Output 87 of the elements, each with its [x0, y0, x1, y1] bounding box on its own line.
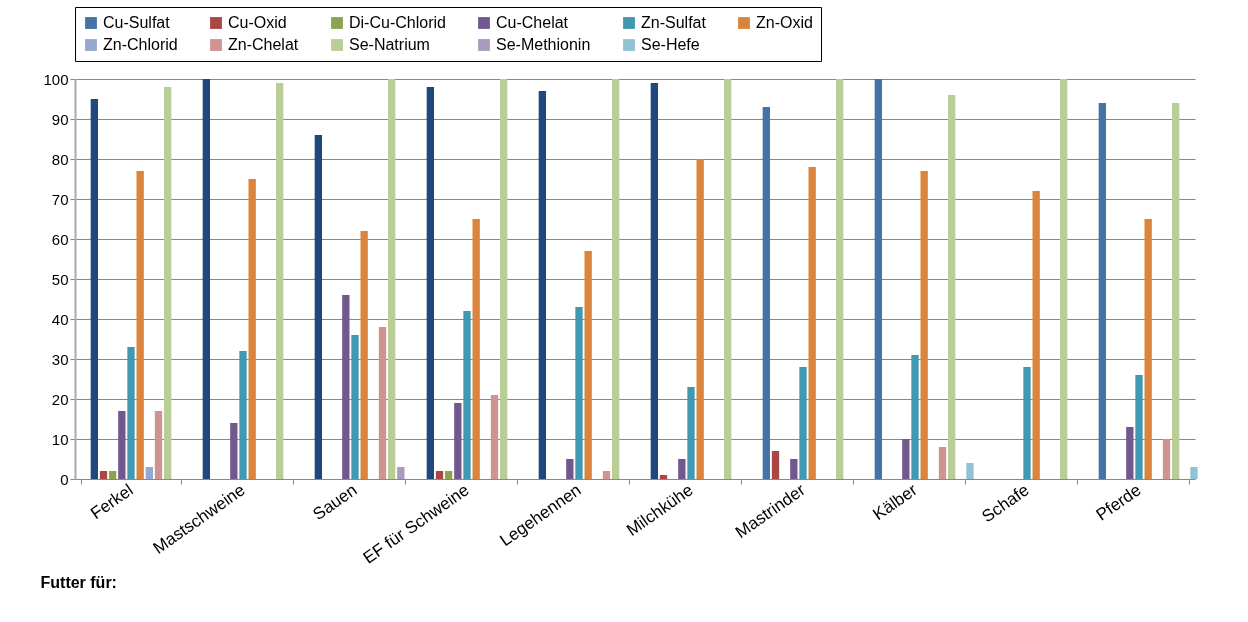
bar — [360, 231, 368, 479]
bar — [538, 91, 547, 479]
bar — [163, 87, 172, 479]
legend-label: Zn-Chelat — [228, 36, 299, 53]
y-tick-label: 60 — [51, 230, 69, 248]
bar — [678, 459, 686, 479]
bar — [314, 135, 323, 479]
legend-label: Cu-Chelat — [496, 14, 569, 31]
bar — [136, 171, 144, 479]
legend-label: Zn-Sulfat — [641, 14, 707, 31]
bar — [1144, 219, 1152, 479]
bar — [351, 335, 359, 479]
bar — [378, 327, 387, 479]
bar — [938, 447, 947, 479]
bar — [659, 475, 668, 479]
y-tick-label: 90 — [51, 110, 69, 128]
bar — [566, 459, 574, 479]
bar — [230, 423, 238, 479]
y-tick-label: 20 — [51, 390, 69, 408]
bar — [902, 439, 910, 479]
bar — [1098, 103, 1107, 479]
bar — [611, 79, 620, 479]
bar — [463, 311, 471, 479]
bar — [1023, 367, 1031, 479]
bar — [584, 251, 592, 479]
bar — [342, 295, 350, 479]
legend-label: Se-Natrium — [349, 36, 430, 53]
bar — [397, 467, 405, 479]
bar — [387, 79, 396, 479]
bar — [1162, 439, 1171, 479]
bar — [426, 87, 435, 479]
y-tick-label: 30 — [51, 350, 69, 368]
bar — [1190, 467, 1198, 479]
bar — [248, 179, 256, 479]
bar — [118, 411, 126, 479]
bar — [790, 459, 798, 479]
bar — [202, 79, 211, 479]
legend-label: Zn-Chlorid — [103, 36, 178, 53]
bar — [127, 347, 135, 479]
y-tick-label: 80 — [51, 150, 69, 168]
bar — [99, 471, 108, 479]
bar — [1059, 79, 1068, 479]
bar — [1171, 103, 1180, 479]
bar — [835, 79, 844, 479]
bar — [947, 95, 956, 479]
bar — [575, 307, 583, 479]
bar — [109, 471, 117, 479]
bar — [154, 411, 163, 479]
y-tick-label: 10 — [51, 430, 69, 448]
bar — [911, 355, 919, 479]
bar — [90, 99, 99, 479]
bar — [145, 467, 153, 479]
bar — [1032, 191, 1040, 479]
bar — [1126, 427, 1134, 479]
bar — [650, 83, 659, 479]
bar — [966, 463, 974, 479]
y-tick-label: 40 — [51, 310, 69, 328]
legend-label: Di-Cu-Chlorid — [349, 14, 446, 31]
y-tick-label: 0 — [60, 470, 69, 488]
bar — [799, 367, 807, 479]
bar — [275, 83, 284, 479]
bar — [435, 471, 444, 479]
legend-label: Se-Hefe — [641, 36, 700, 53]
bar — [499, 79, 508, 479]
bar — [808, 167, 816, 479]
bar — [454, 403, 462, 479]
y-tick-label: 100 — [43, 70, 69, 88]
bar — [762, 107, 771, 479]
legend-label: Se-Methionin — [496, 36, 591, 53]
bar — [445, 471, 453, 479]
bar — [723, 79, 732, 479]
bar — [490, 395, 499, 479]
legend-label: Zn-Oxid — [756, 14, 813, 31]
y-tick-label: 70 — [51, 190, 69, 208]
bar — [687, 387, 695, 479]
bar — [239, 351, 247, 479]
bar — [696, 159, 704, 479]
legend-label: Cu-Sulfat — [103, 14, 171, 31]
x-axis-title: Futter für: — [40, 573, 117, 591]
bar — [771, 451, 780, 479]
legend-label: Cu-Oxid — [228, 14, 287, 31]
bar — [472, 219, 480, 479]
bar — [1135, 375, 1143, 479]
y-tick-label: 50 — [51, 270, 69, 288]
bar — [874, 79, 883, 479]
bar — [920, 171, 928, 479]
bar — [602, 471, 611, 479]
